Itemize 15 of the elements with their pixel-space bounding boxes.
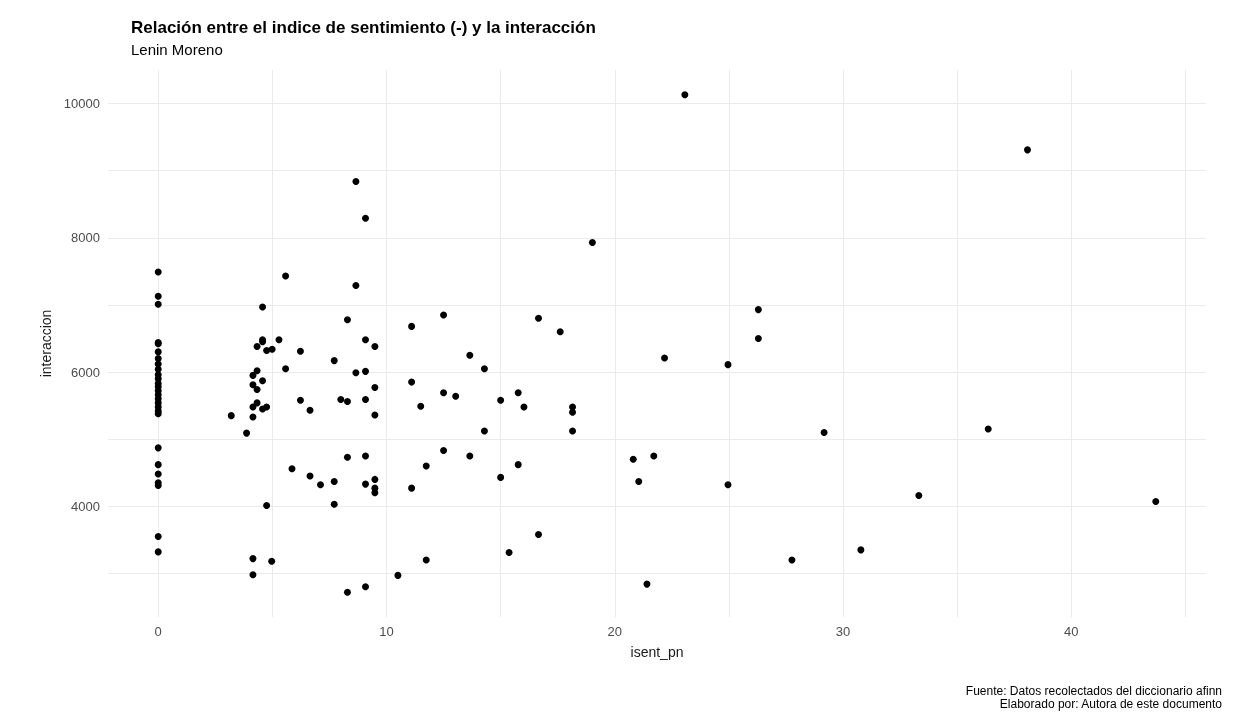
y-tick-label: 8000 <box>71 230 100 246</box>
y-tick-label: 10000 <box>63 96 100 112</box>
x-tick-label: 40 <box>1064 624 1079 639</box>
text: Elaborado por: Autora de este documento <box>999 697 1223 711</box>
y-tick-label: 6000 <box>71 364 100 380</box>
x-tick-label: 10 <box>379 624 394 639</box>
x-tick-label: 20 <box>607 624 622 639</box>
chart-title: Relación entre el indice de sentimiento (-) y la interacción <box>131 18 596 37</box>
x-tick-label: 0 <box>154 624 162 639</box>
chart-subtitle: Lenin Moreno <box>131 41 223 58</box>
x-tick-label: 30 <box>835 624 851 639</box>
y-axis-title: interaccion <box>37 309 54 378</box>
x-axis-title: isent_pn <box>630 644 684 660</box>
source-note: Fuente: Datos recolectados del diccionario afinn <box>965 684 1222 698</box>
y-tick-label: 4000 <box>71 498 100 514</box>
